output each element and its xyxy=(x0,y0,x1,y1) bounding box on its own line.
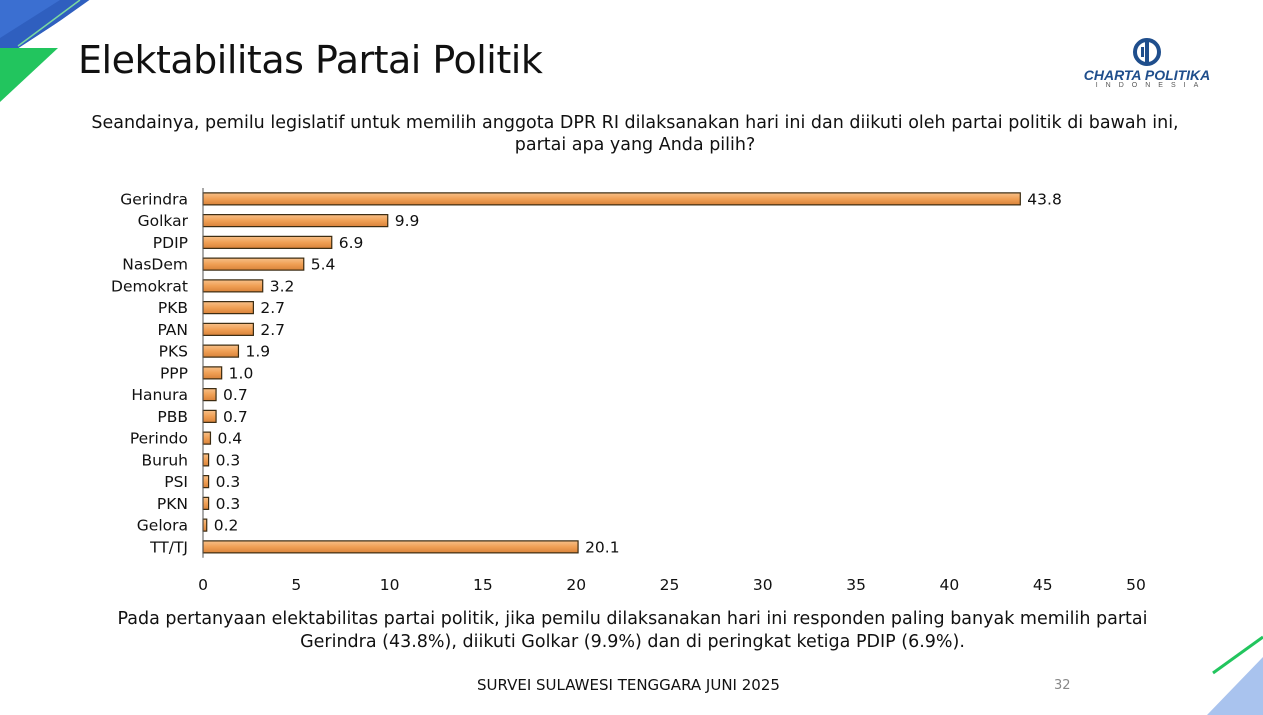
x-tick-label: 0 xyxy=(198,576,208,590)
charta-politika-logo: CHARTA POLITIKA INDONESIA xyxy=(1072,38,1222,96)
x-tick-label: 35 xyxy=(846,576,866,590)
value-label: 2.7 xyxy=(260,299,285,317)
bar xyxy=(202,301,254,315)
bar xyxy=(202,322,254,336)
bar-chart: Gerindra 43.8 Golkar 9.9 PDIP 6.9 NasDem 5.4 Dem… xyxy=(111,188,1146,590)
bar-row: Hanura 0.7 xyxy=(131,386,247,404)
value-label: 20.1 xyxy=(585,538,620,556)
value-label: 9.9 xyxy=(395,212,420,230)
survey-question: Seandainya, pemilu legislatif untuk memi… xyxy=(91,113,1179,155)
value-label: 43.8 xyxy=(1027,190,1062,208)
value-label: 0.3 xyxy=(216,451,241,469)
bar-row: Golkar 9.9 xyxy=(138,212,420,230)
category-label: Golkar xyxy=(138,212,189,230)
bar xyxy=(202,214,389,228)
x-tick-label: 45 xyxy=(1033,576,1053,590)
bar-row: NasDem 5.4 xyxy=(122,256,335,274)
category-label: Hanura xyxy=(131,386,188,404)
bar-row: Gerindra 43.8 xyxy=(120,190,1062,208)
x-tick-label: 20 xyxy=(566,576,586,590)
bar-row: PPP 1.0 xyxy=(160,364,253,382)
bar xyxy=(202,540,579,554)
conclusion-text: Pada pertanyaan elektabilitas partai pol… xyxy=(117,609,1148,652)
category-label: NasDem xyxy=(122,256,188,274)
bar-row: Buruh 0.3 xyxy=(142,451,241,469)
bar xyxy=(202,496,210,510)
x-tick-label: 10 xyxy=(380,576,400,590)
bar xyxy=(202,518,208,532)
value-label: 0.7 xyxy=(223,386,248,404)
bar xyxy=(202,453,210,467)
bar xyxy=(202,235,333,249)
bar xyxy=(202,279,264,293)
category-label: Perindo xyxy=(130,430,188,448)
value-label: 0.7 xyxy=(223,408,248,426)
bar-row: PKS 1.9 xyxy=(159,343,270,361)
x-tick-label: 25 xyxy=(660,576,680,590)
category-label: Gelora xyxy=(137,517,188,535)
value-label: 1.0 xyxy=(229,364,254,382)
logo-mark-icon xyxy=(1133,38,1161,66)
value-label: 0.2 xyxy=(214,517,239,535)
value-label: 1.9 xyxy=(245,343,270,361)
category-label: PPP xyxy=(160,364,188,382)
logo-name: CHARTA POLITIKA xyxy=(1083,67,1211,83)
bar-row: TT/TJ 20.1 xyxy=(149,538,620,556)
bar-row: PBB 0.7 xyxy=(157,408,247,426)
value-label: 0.3 xyxy=(216,495,241,513)
x-axis-ticks: 0 5 10 15 20 25 30 35 40 45 50 xyxy=(198,576,1146,590)
bar-row: Gelora 0.2 xyxy=(137,517,239,535)
bar-row: PKN 0.3 xyxy=(157,495,240,513)
category-label: Buruh xyxy=(142,451,188,469)
category-label: PKB xyxy=(158,299,188,317)
bar xyxy=(202,409,217,423)
category-label: PSI xyxy=(164,473,188,491)
bar xyxy=(202,257,305,271)
x-tick-label: 50 xyxy=(1126,576,1146,590)
value-label: 5.4 xyxy=(311,256,336,274)
value-label: 0.4 xyxy=(217,430,242,448)
value-label: 0.3 xyxy=(216,473,241,491)
bar xyxy=(202,475,210,489)
bar xyxy=(202,366,223,380)
category-label: PKS xyxy=(159,343,188,361)
category-label: PBB xyxy=(157,408,188,426)
bar xyxy=(202,344,240,358)
value-label: 6.9 xyxy=(339,234,364,252)
bar xyxy=(202,431,212,445)
bar-row: PAN 2.7 xyxy=(157,321,285,339)
x-tick-label: 40 xyxy=(940,576,960,590)
category-label: Gerindra xyxy=(120,190,188,208)
bar-row: PDIP 6.9 xyxy=(153,234,364,252)
value-label: 3.2 xyxy=(270,277,295,295)
category-label: Demokrat xyxy=(111,277,188,295)
category-label: PDIP xyxy=(153,234,188,252)
bars-layer: Gerindra 43.8 Golkar 9.9 PDIP 6.9 NasDem 5.4 Dem… xyxy=(111,190,1062,556)
bar xyxy=(202,192,1021,206)
x-tick-label: 30 xyxy=(753,576,773,590)
bar xyxy=(202,388,217,402)
bar-row: Demokrat 3.2 xyxy=(111,277,294,295)
footer-text: SURVEI SULAWESI TENGGARA JUNI 2025 xyxy=(477,676,780,694)
category-label: PAN xyxy=(157,321,188,339)
corner-decoration-bottom-right xyxy=(1207,635,1263,715)
logo-subtitle: INDONESIA xyxy=(1095,82,1207,89)
category-label: TT/TJ xyxy=(149,538,188,556)
bar-row: PKB 2.7 xyxy=(158,299,285,317)
bar-row: Perindo 0.4 xyxy=(130,430,242,448)
x-tick-label: 15 xyxy=(473,576,493,590)
bar-row: PSI 0.3 xyxy=(164,473,240,491)
category-label: PKN xyxy=(157,495,188,513)
value-label: 2.7 xyxy=(260,321,285,339)
page-number: 32 xyxy=(1054,678,1071,693)
slide-title: Elektabilitas Partai Politik xyxy=(78,38,543,82)
corner-decoration-top-left xyxy=(0,0,93,102)
x-tick-label: 5 xyxy=(291,576,301,590)
